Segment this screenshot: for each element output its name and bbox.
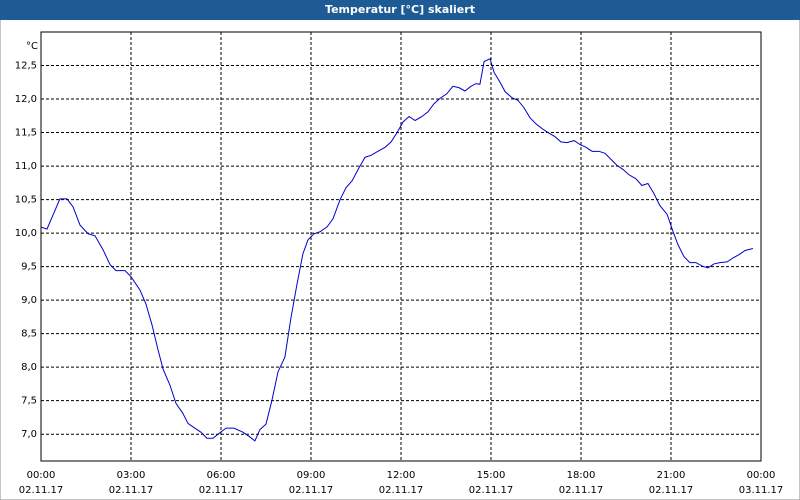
y-tick-label: 12,0: [15, 94, 37, 105]
x-tick-date: 02.11.17: [19, 485, 64, 496]
y-tick-label: 9,0: [21, 295, 37, 306]
y-tick-label: 10,5: [15, 195, 37, 206]
x-tick-date: 03.11.17: [739, 485, 784, 496]
plot-frame: [40, 31, 762, 462]
x-tick-date: 02.11.17: [289, 485, 334, 496]
x-tick-label: 03:00: [117, 470, 146, 481]
y-tick-label: 11,0: [15, 161, 37, 172]
x-tick-date: 02.11.17: [199, 485, 244, 496]
chart-title: Temperatur [°C] skaliert: [325, 3, 475, 16]
y-tick-label: 8,0: [21, 362, 37, 373]
y-tick-label: 9,5: [21, 262, 37, 273]
x-tick-date: 02.11.17: [559, 485, 604, 496]
y-tick-label: 8,5: [21, 329, 37, 340]
x-tick-label: 15:00: [477, 470, 506, 481]
data-line: [40, 58, 754, 442]
x-tick-label: 06:00: [207, 470, 236, 481]
y-tick-label: 7,0: [21, 429, 37, 440]
x-tick-date: 02.11.17: [109, 485, 154, 496]
y-tick-label: 11,5: [15, 128, 37, 139]
x-tick-label: 00:00: [747, 470, 776, 481]
y-tick-label: 7,5: [21, 396, 37, 407]
y-tick-label: 10,0: [15, 228, 37, 239]
y-tick-label: 12,5: [15, 61, 37, 72]
x-tick-label: 12:00: [387, 470, 416, 481]
x-tick-date: 02.11.17: [649, 485, 694, 496]
x-tick-label: 18:00: [567, 470, 596, 481]
x-tick-label: 00:00: [27, 470, 56, 481]
x-tick-label: 09:00: [297, 470, 326, 481]
x-tick-label: 21:00: [657, 470, 686, 481]
x-tick-date: 02.11.17: [469, 485, 514, 496]
y-unit: °C: [26, 41, 38, 52]
plot-area: [40, 31, 762, 462]
title-bar: [0, 0, 800, 20]
x-tick-date: 02.11.17: [379, 485, 424, 496]
